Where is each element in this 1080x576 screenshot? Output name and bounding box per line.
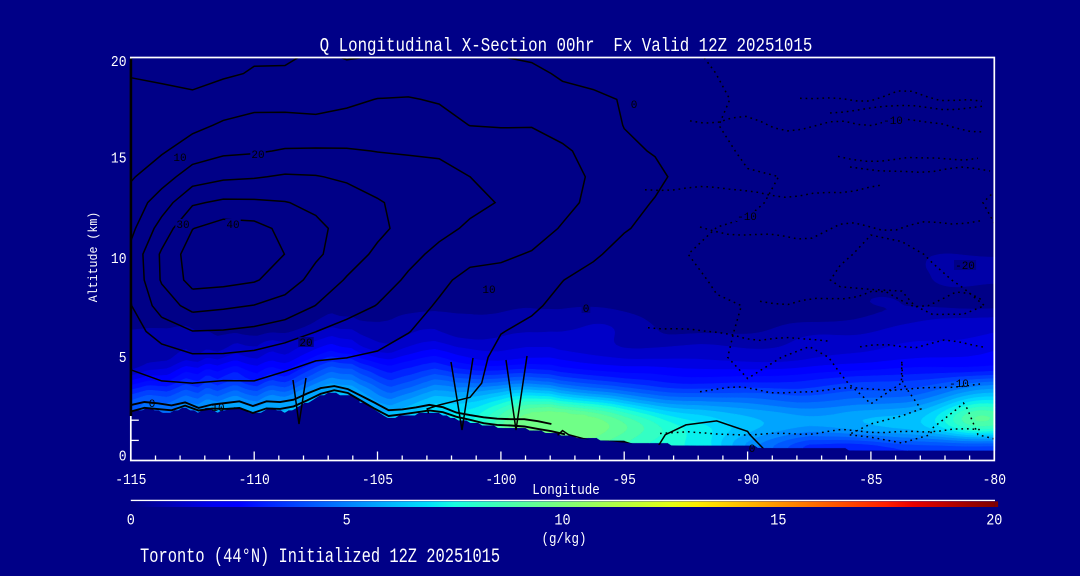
svg-text:15: 15 [770,513,786,530]
svg-text:-10: -10 [883,116,903,128]
svg-text:10: 10 [111,251,127,268]
svg-text:5: 5 [343,513,351,530]
svg-text:(g/kg): (g/kg) [541,532,586,548]
svg-text:20: 20 [111,54,127,71]
svg-text:Longitude: Longitude [532,483,600,499]
svg-text:-100: -100 [485,472,516,489]
svg-text:0: 0 [127,513,135,530]
svg-text:20: 20 [251,150,264,162]
svg-text:-105: -105 [362,472,393,489]
svg-text:-10: -10 [949,379,969,391]
svg-text:0: 0 [119,449,127,466]
svg-text:10: 10 [211,403,224,415]
svg-text:10: 10 [482,285,495,297]
svg-text:-95: -95 [612,472,635,489]
svg-text:30: 30 [176,220,189,232]
svg-text:10: 10 [173,153,186,165]
svg-text:0: 0 [583,304,590,316]
svg-text:-10: -10 [737,212,757,224]
svg-text:-80: -80 [983,472,1006,489]
svg-text:Altitude (km): Altitude (km) [86,212,101,303]
svg-text:40: 40 [226,220,239,232]
svg-text:-90: -90 [736,472,759,489]
svg-text:0: 0 [631,100,638,112]
svg-text:0: 0 [149,399,156,411]
svg-text:15: 15 [111,151,127,168]
svg-text:20: 20 [299,338,312,350]
svg-text:Toronto (44°N) Initialized 12Z: Toronto (44°N) Initialized 12Z 20251015 [140,546,500,569]
svg-text:10: 10 [554,513,570,530]
svg-text:-85: -85 [859,472,882,489]
svg-text:Q Longitudinal X-Section 00hr: Q Longitudinal X-Section 00hr Fx Valid 1… [320,36,813,58]
svg-text:-110: -110 [239,472,270,489]
svg-text:5: 5 [119,350,127,367]
svg-text:-115: -115 [115,472,146,489]
svg-text:20: 20 [986,513,1002,530]
svg-text:0: 0 [749,444,756,456]
svg-text:-20: -20 [955,261,975,273]
